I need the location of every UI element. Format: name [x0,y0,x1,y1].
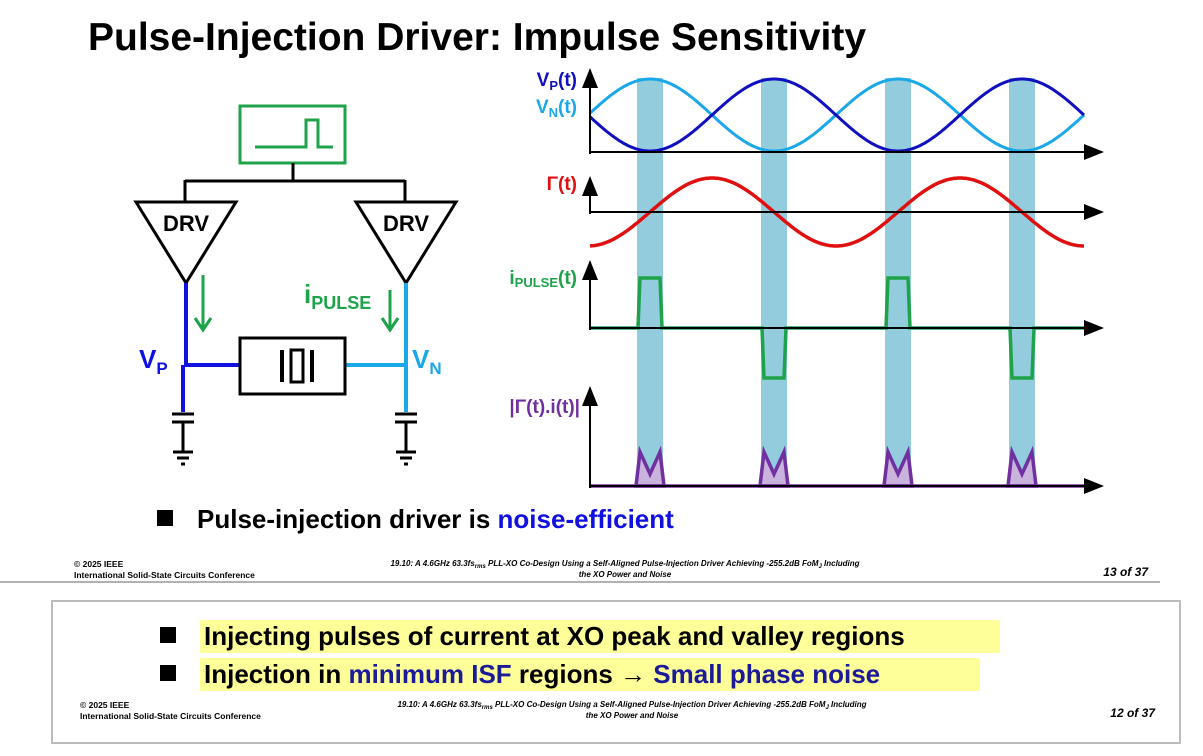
symbol: V [412,344,430,374]
paper-title: 19.10: A 4.6GHz 63.3fsrms PLL-XO Co-Desi… [390,559,859,570]
current-label: iPULSE [304,279,371,313]
paper-part: J [825,705,829,711]
driver-label: DRV [383,211,429,236]
driver-label: DRV [163,211,209,236]
wire-n [345,283,408,412]
bullet-text: regions → [512,659,654,689]
bullet-marker [160,665,176,681]
crystal-plate [280,350,314,382]
suffix: (t) [558,97,577,118]
bullet-marker [160,627,176,643]
bullet-highlight: Small phase noise [653,659,880,689]
copyright: © 2025 IEEE [74,559,124,569]
paper-part: 19.10: A 4.6GHz 63.3fs [390,559,475,568]
symbol: i [509,268,514,289]
bullet-highlight: noise-efficient [498,504,675,534]
subscript: PULSE [515,275,559,290]
driver [133,200,239,286]
paper-title: the XO Power and Noise [586,711,679,720]
current-arrow [193,275,213,333]
symbol: i [304,279,311,309]
paper-title: the XO Power and Noise [579,570,672,579]
injection-window [761,78,787,486]
waveform-label: Γ(t) [547,174,577,195]
waveform-label: VP(t) [537,70,577,93]
current-arrow [380,290,400,333]
paper-part: PLL-XO Co-Design Using a Self-Aligned Pu… [486,559,819,568]
symbol: V [139,344,157,374]
wire [183,163,407,201]
symbol: V [536,97,549,118]
bullet-text: Injecting pulses of current at XO peak a… [204,621,905,651]
isf-wave [589,176,1084,248]
node-label: VN [412,344,442,378]
slide-frame [51,600,1181,744]
bullet: Injection in minimum ISF regions → Small… [204,659,880,689]
driver [353,200,459,286]
conference: International Solid-State Circuits Confe… [80,711,261,721]
wire-p [181,283,240,412]
paper-part: J [818,564,822,570]
waveforms [582,68,1104,494]
waveform-label: VN(t) [536,97,577,120]
capacitor [172,412,194,466]
paper-part: PLL-XO Co-Design Using a Self-Aligned Pu… [493,700,826,709]
capacitor [395,412,417,466]
bullet: Pulse-injection driver is noise-efficien… [197,504,674,534]
paper-part: Including [822,559,860,568]
subscript: N [429,359,441,378]
paper-part: rms [475,564,487,570]
suffix: (t) [558,268,577,289]
conference: International Solid-State Circuits Confe… [74,570,255,580]
crystal-body [289,348,305,384]
subscript: P [156,359,167,378]
bullet: Injecting pulses of current at XO peak a… [204,621,905,651]
bullet-text: Pulse-injection driver is [197,504,498,534]
pulse-generator [238,104,347,165]
page-number: 13 of 37 [1103,565,1149,579]
suffix: (t) [558,70,577,91]
bullet-text: Injection in [204,659,348,689]
copyright: © 2025 IEEE [80,700,130,710]
page-number: 12 of 37 [1110,706,1156,720]
paper-part: 19.10: A 4.6GHz 63.3fs [397,700,482,709]
injection-window [1009,78,1035,486]
subscript: P [549,78,558,93]
vp-wave [588,77,1086,153]
paper-part: Including [829,700,867,709]
crystal [238,336,347,396]
waveform-label: |Γ(t).i(t)| [509,397,580,418]
highlight [200,658,980,691]
waveform-label: iPULSE(t) [509,268,577,290]
paper-title: 19.10: A 4.6GHz 63.3fsrms PLL-XO Co-Desi… [397,700,866,711]
pulse-icon [255,118,333,149]
subscript: PULSE [311,293,371,313]
title: Pulse-Injection Driver: Impulse Sensitiv… [88,16,866,59]
symbol: V [537,70,550,91]
bullet-highlight: minimum ISF [348,659,511,689]
bullet-marker [157,510,173,526]
circuit [133,104,459,466]
node-label: VP [139,344,168,378]
highlight [200,620,1000,653]
subscript: N [549,105,558,120]
paper-part: rms [482,705,494,711]
